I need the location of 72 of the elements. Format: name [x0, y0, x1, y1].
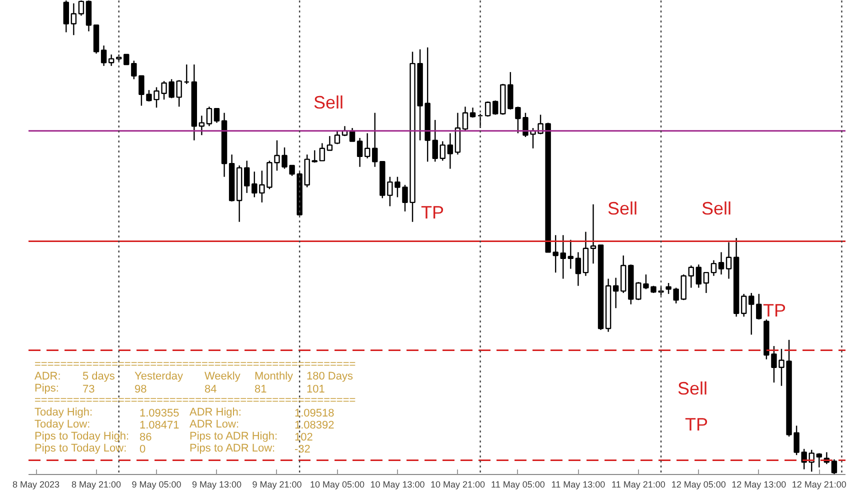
candlestick	[108, 54, 114, 67]
text: Pips to Today Low: 0 Pips to ADR Low: -32	[34, 442, 310, 456]
candlestick	[100, 44, 107, 67]
annotation: Sell	[677, 378, 708, 398]
candlestick	[356, 137, 363, 168]
x-tick-label: 11 May 13:00	[551, 480, 606, 490]
annotation: TP	[421, 202, 444, 222]
candlestick	[568, 239, 574, 270]
text: Pips to Today High: 86 Pips to ADR High: 102	[34, 430, 313, 444]
candlestick	[124, 54, 130, 66]
candlestick	[326, 135, 333, 151]
candlestick	[484, 100, 491, 118]
candlestick	[590, 204, 596, 264]
candlestick	[440, 140, 446, 162]
candlestick	[756, 293, 762, 320]
candlestick	[206, 106, 212, 127]
x-tick-label: 10 May 05:00	[310, 480, 365, 490]
x-tick-label: 10 May 21:00	[430, 480, 485, 490]
x-tick-label: 10 May 13:00	[370, 480, 425, 490]
x-tick-label: 12 May 05:00	[671, 480, 726, 490]
candlestick	[575, 252, 582, 286]
x-tick-label: 8 May 21:00	[72, 480, 122, 490]
candlestick	[703, 272, 710, 294]
text: Today High: 1.09355 ADR High: 1.09518	[34, 406, 334, 420]
candlestick	[740, 293, 747, 318]
candlestick	[688, 264, 694, 288]
candlestick	[244, 160, 250, 194]
annotation: Sell	[313, 92, 344, 112]
candlestick	[462, 106, 468, 132]
candlestick	[470, 107, 476, 118]
candlestick	[184, 64, 190, 85]
candlestick	[831, 458, 838, 474]
candlestick	[78, 0, 84, 16]
x-tick-label: 8 May 2023	[12, 480, 60, 490]
candlestick	[696, 264, 702, 288]
candlestick	[447, 132, 454, 170]
x-tick-label: 12 May 21:00	[792, 480, 846, 490]
candlestick	[612, 277, 619, 309]
candlestick	[816, 452, 822, 468]
x-tick-label: 12 May 13:00	[732, 480, 786, 490]
annotation: TP	[685, 414, 708, 434]
x-tick-label: 9 May 21:00	[252, 480, 302, 490]
candlestick	[63, 0, 70, 33]
x-tick-label: 9 May 05:00	[132, 480, 182, 490]
candlestick	[726, 242, 732, 280]
candlestick	[432, 119, 438, 162]
candlestick	[748, 292, 754, 336]
text: ADR: 5 days Yesterday Weekly Monthly 180 Days	[34, 370, 353, 382]
candlestick	[214, 108, 220, 124]
candlestick	[319, 142, 326, 162]
candlestick	[477, 113, 484, 129]
annotation: Sell	[607, 198, 638, 218]
candlestick	[334, 130, 340, 145]
annotation: Sell	[701, 198, 732, 218]
candlestick	[710, 260, 717, 276]
candlestick	[86, 0, 92, 32]
candlestick	[70, 2, 77, 36]
candlestick	[364, 132, 370, 159]
annotation: ==================================================	[34, 358, 356, 370]
annotation: ==================================================	[34, 394, 356, 406]
x-tick-label: 11 May 05:00	[491, 480, 545, 490]
candlestick	[372, 112, 378, 168]
annotation: TP	[763, 300, 786, 320]
candlestick	[560, 234, 566, 280]
candlestick	[718, 252, 724, 276]
candlestick	[492, 100, 498, 116]
x-tick-label: 9 May 13:00	[192, 480, 242, 490]
candlestick	[312, 150, 318, 164]
text: Pips: 73 98 84 81 101	[34, 382, 325, 396]
text: Today Low: 1.08471 ADR Low: 1.08392	[34, 418, 334, 432]
x-tick-label: 11 May 21:00	[611, 480, 666, 490]
candlestick	[198, 115, 205, 136]
